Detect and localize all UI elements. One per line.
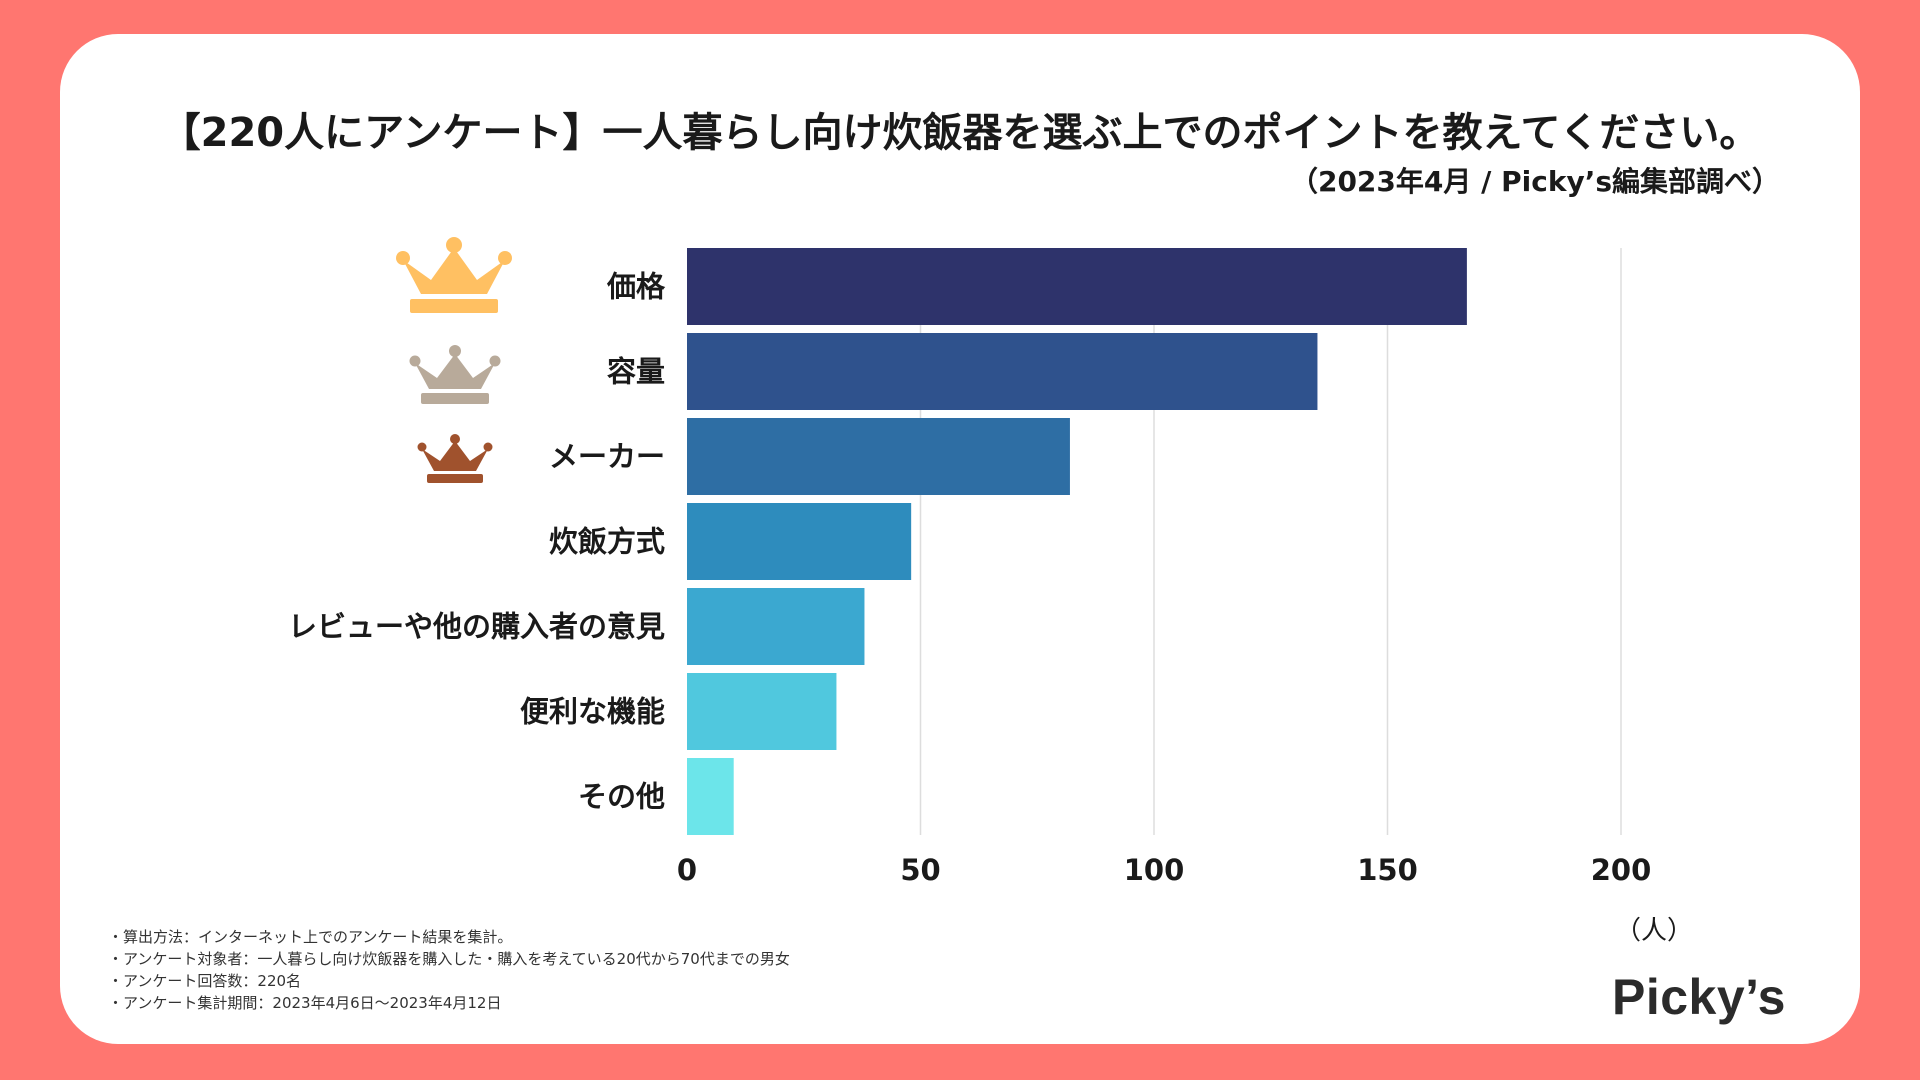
x-tick-label-0: 0 [677,853,697,887]
pickys-logo: Picky’s [1611,969,1786,1025]
category-label-6: 便利な機能 [520,695,665,729]
bar-4 [687,503,912,580]
category-label-1: 価格 [606,270,666,304]
bar-5 [687,588,865,665]
chart-title: 【220人にアンケート】一人暮らし向け炊飯器を選ぶ上でのポイントを教えてください… [160,110,1760,156]
chart-subtitle: （2023年4月 / Picky’s編集部調べ） [1289,165,1780,198]
bar-7 [687,758,734,835]
category-label-3: メーカー [549,440,665,474]
bronze-crown-icon [417,434,493,483]
category-label-2: 容量 [607,355,665,389]
note-target: ・アンケート対象者：一人暮らし向け炊飯器を購入した・購入を考えている20代から7… [108,950,790,968]
bar-6 [687,673,837,750]
x-tick-label-150: 150 [1357,853,1418,887]
note-period: ・アンケート集計期間：2023年4月6日〜2023年4月12日 [108,994,502,1012]
note-count: ・アンケート回答数：220名 [108,972,302,990]
bar-3 [687,418,1070,495]
category-label-5: レビューや他の購入者の意見 [288,610,665,644]
silver-crown-icon [409,345,501,404]
x-axis-tick-labels: 0 50 100 150 200 [677,853,1651,887]
bar-2 [687,333,1318,410]
category-label-4: 炊飯方式 [549,525,665,559]
gold-crown-icon [396,237,512,313]
category-label-7: その他 [578,780,665,814]
x-tick-label-200: 200 [1591,853,1652,887]
card [60,34,1860,1044]
bars [687,248,1467,835]
bar-1 [687,248,1467,325]
survey-notes: ・算出方法：インターネット上でのアンケート結果を集計。 ・アンケート対象者：一人… [108,926,790,1014]
x-axis-unit-label: （人） [1615,916,1694,946]
x-tick-label-100: 100 [1124,853,1185,887]
x-tick-label-50: 50 [900,853,940,887]
note-method: ・算出方法：インターネット上でのアンケート結果を集計。 [108,928,513,946]
